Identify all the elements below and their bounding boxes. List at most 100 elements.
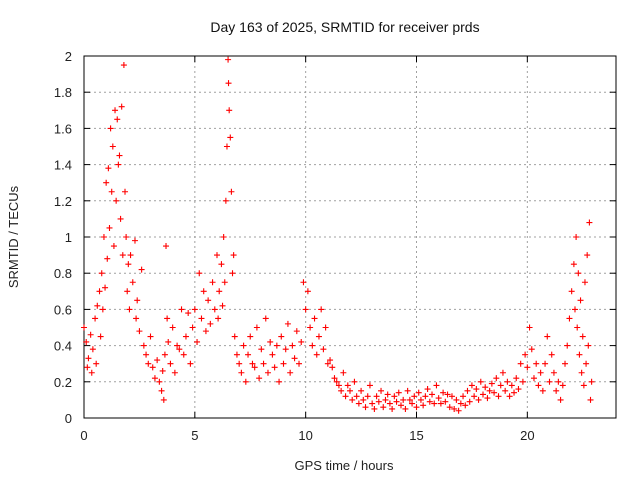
data-point [555,378,562,385]
data-point [575,270,582,277]
data-point [113,197,120,204]
data-point [180,351,187,358]
data-point [98,270,105,277]
data-point [371,405,378,412]
data-point [429,391,436,398]
data-point [223,143,230,150]
data-point [245,351,252,358]
data-point [464,387,471,394]
data-point [119,252,126,259]
data-point [413,404,420,411]
data-point [524,364,531,371]
data-point [587,396,594,403]
data-point [457,400,464,407]
data-point [502,387,509,394]
data-point [189,324,196,331]
data-point [338,387,345,394]
data-point [544,333,551,340]
data-point [85,355,92,362]
data-point [220,234,227,240]
data-point [578,369,585,376]
data-point [205,297,212,304]
data-point [88,369,95,376]
data-point [187,360,194,367]
data-point [335,382,342,389]
data-point [149,364,156,371]
data-point [426,398,433,405]
data-point [238,369,245,376]
data-point [550,369,557,376]
data-point [389,405,396,412]
data-point [513,375,520,382]
data-point [539,387,546,394]
data-point [147,333,154,340]
data-point [495,393,502,400]
data-point [287,369,294,376]
data-point [442,398,449,405]
data-point [227,134,234,141]
data-point [207,320,214,327]
data-point [222,197,229,204]
data-point [404,387,411,394]
data-point [93,360,100,367]
x-tick-labels: 0 5 10 15 20 [80,428,534,443]
data-point [116,152,123,159]
data-point [105,165,112,172]
data-point [233,351,240,358]
data-point [228,188,235,195]
plot-frame [83,55,617,419]
data-point [581,279,588,286]
y-tick-label: 0.2 [54,375,72,390]
data-point [96,288,103,295]
data-point [282,346,289,353]
data-point [284,320,291,327]
data-point [194,338,201,345]
data-point [278,333,285,340]
data-point [309,342,316,349]
y-tick-label: 0.6 [54,302,72,317]
data-point [499,369,506,376]
data-point [247,333,254,340]
data-point [291,355,298,362]
data-point [120,62,127,69]
data-point [395,389,402,396]
data-point [584,252,591,259]
data-point [198,315,205,322]
data-point [393,398,400,405]
data-point [196,270,203,277]
data-point [293,328,300,335]
data-point [134,297,141,304]
data-point [229,270,236,277]
data-point [386,400,393,407]
data-point [126,306,133,313]
data-point [553,387,560,394]
data-point [570,261,577,268]
data-point [568,288,575,295]
data-point [107,125,114,132]
data-point [123,234,130,240]
data-point [102,284,109,291]
data-point [444,391,451,398]
data-point [225,80,232,87]
data-point [225,56,232,63]
data-point [112,107,119,114]
data-point [163,243,170,250]
data-point [269,351,276,358]
data-point [289,342,296,349]
data-point [480,391,486,398]
data-point [329,364,336,371]
grid-lines [84,56,616,418]
data-point [566,315,573,322]
data-point [280,360,287,367]
x-tick-label: 20 [520,428,534,443]
data-point [94,302,101,309]
data-point [182,333,189,340]
data-point [264,369,271,376]
data-point [577,297,584,304]
data-point [537,369,544,376]
x-tick-label: 5 [191,428,198,443]
data-point [546,378,553,385]
y-tick-label: 0.4 [54,339,72,354]
data-point [315,333,322,340]
data-point [484,395,491,402]
